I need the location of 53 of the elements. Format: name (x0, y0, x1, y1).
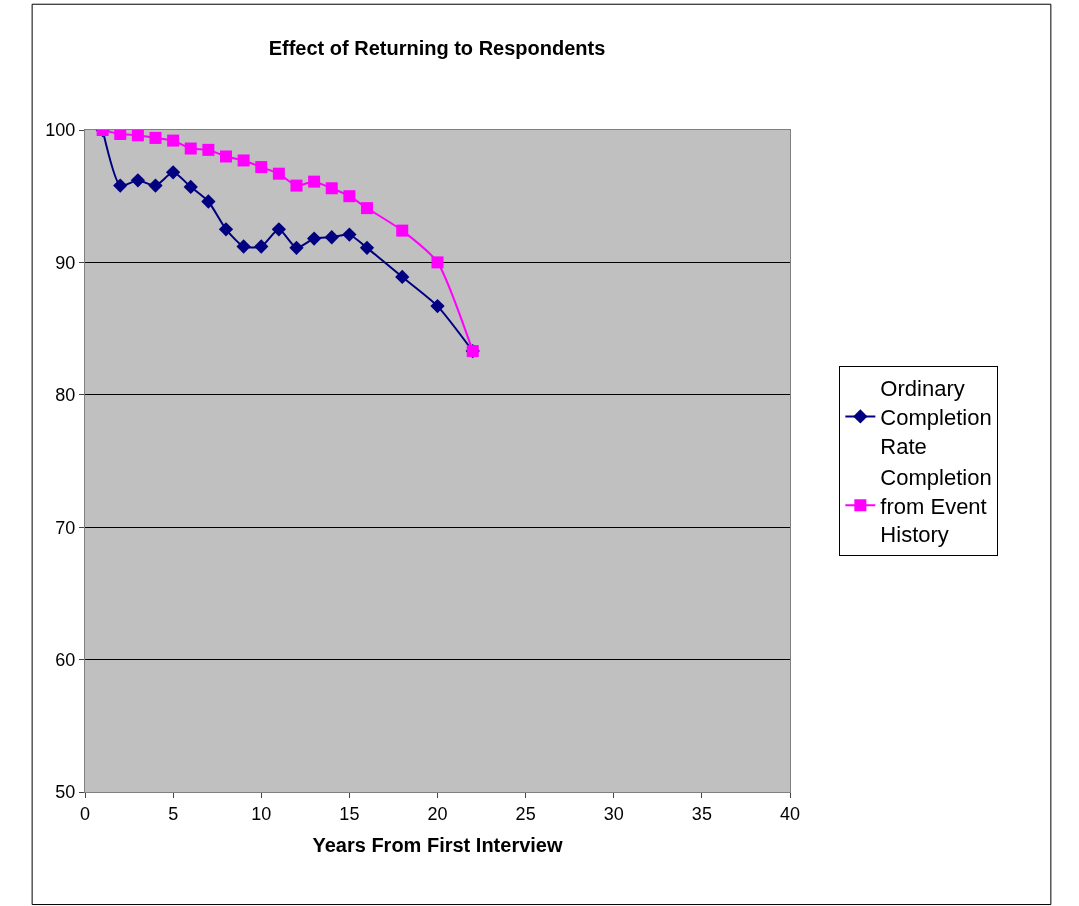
point (165, 165, 181, 180)
point (114, 130, 127, 140)
point (236, 239, 251, 254)
point (113, 178, 128, 193)
point (359, 240, 375, 255)
x-tick-label: 35 (691, 803, 712, 824)
point (254, 239, 269, 254)
x-tick-label: 5 (168, 803, 179, 824)
legend-label: Ordinary Completion Rate (880, 376, 992, 459)
y-tick-label: 50 (55, 782, 76, 803)
y-tick-label: 70 (55, 517, 76, 538)
point (167, 134, 180, 147)
point (290, 179, 303, 192)
x-tick-label: 0 (79, 803, 91, 824)
y-tick-label: 80 (55, 385, 76, 406)
point (308, 175, 321, 188)
point (184, 142, 197, 155)
x-tick-label: 25 (515, 803, 536, 824)
point (149, 131, 162, 144)
legend-label: Completion from Event History (880, 465, 992, 548)
point (220, 150, 232, 163)
x-tick-label: 30 (603, 803, 624, 824)
point (202, 143, 215, 156)
point (325, 182, 338, 195)
point (343, 190, 356, 203)
point (289, 240, 304, 255)
point (342, 227, 357, 242)
point (395, 269, 410, 285)
point (130, 173, 146, 188)
y-tick-label: 60 (55, 649, 76, 670)
point (271, 222, 287, 237)
x-axis-title: Years From First Interview (312, 834, 563, 857)
point (430, 298, 445, 314)
point (396, 224, 409, 237)
point (255, 161, 268, 174)
point (361, 202, 373, 215)
y-tick-label: 90 (55, 252, 76, 273)
x-tick-label: 10 (251, 803, 272, 824)
point (131, 130, 144, 142)
point (218, 222, 234, 237)
point (237, 154, 250, 167)
chart-title: Effect of Returning to Respondents (268, 36, 606, 59)
point (306, 231, 322, 246)
point (431, 256, 444, 269)
point (201, 194, 216, 209)
point (272, 167, 285, 180)
y-tick-label: 100 (45, 120, 76, 141)
point (324, 230, 339, 245)
point (183, 179, 198, 195)
point (148, 178, 163, 193)
x-tick-label: 40 (779, 803, 801, 824)
x-tick-label: 15 (339, 803, 360, 824)
x-tick-label: 20 (427, 803, 448, 824)
